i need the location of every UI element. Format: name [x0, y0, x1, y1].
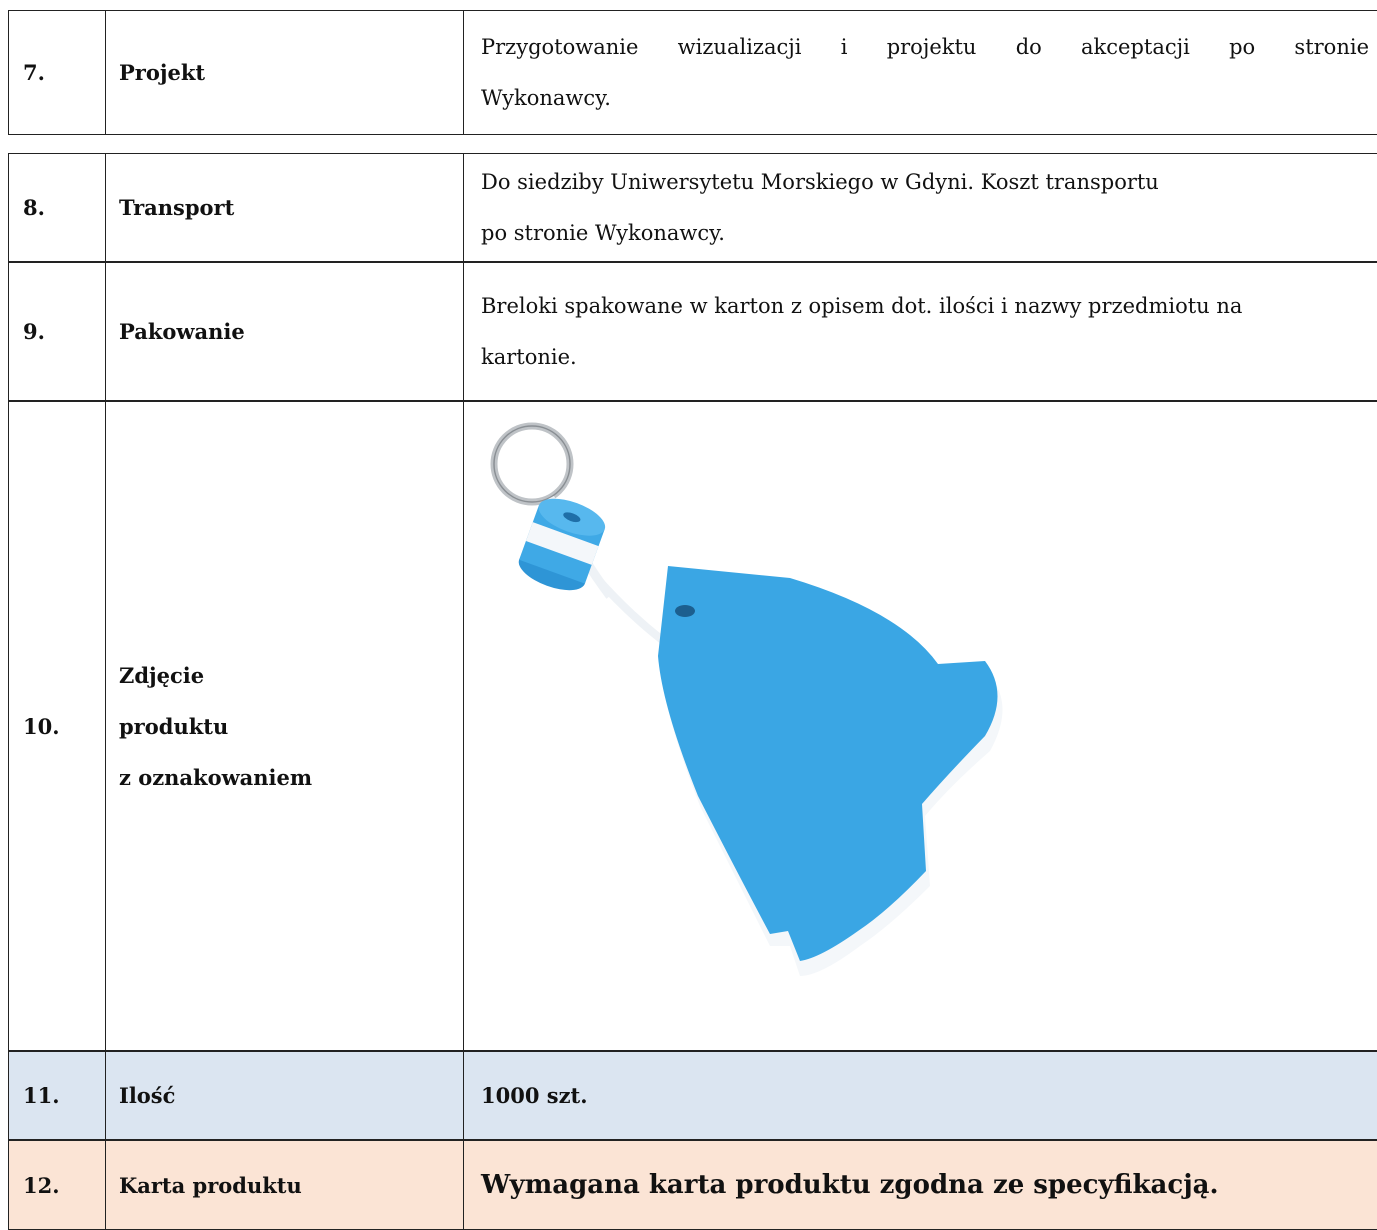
- row-description: Wymagana karta produktu zgodna ze specyf…: [481, 1169, 1219, 1200]
- table-row: 12. Karta produktu Wymagana karta produktu…: [8, 1140, 1377, 1230]
- row-label: Projekt: [119, 60, 206, 85]
- number-cell: 9.: [8, 263, 105, 400]
- row-number: 8.: [23, 195, 45, 220]
- number-cell: 12.: [8, 1141, 105, 1229]
- table-row: 11. Ilość 1000 szt.: [8, 1051, 1377, 1140]
- row-label: Ilość: [119, 1083, 176, 1108]
- row-label: Pakowanie: [119, 319, 245, 344]
- row-description: 1000 szt.: [481, 1083, 588, 1108]
- table-row: 9. Pakowanie Breloki spakowane w karton z …: [8, 262, 1377, 401]
- label-cell: Projekt: [105, 11, 463, 134]
- description-cell: [463, 402, 1377, 1050]
- label-cell: Karta produktu: [105, 1141, 463, 1229]
- description-cell: 1000 szt.: [463, 1052, 1377, 1139]
- row-description: kartonie.: [481, 344, 577, 369]
- label-cell: Pakowanie: [105, 263, 463, 400]
- row-number: 12.: [23, 1172, 60, 1198]
- number-cell: 7.: [8, 11, 105, 134]
- row-description: Przygotowanie wizualizacji i projektu do…: [481, 34, 1369, 59]
- row-number: 11.: [23, 1083, 60, 1108]
- label-cell: Transport: [105, 154, 463, 261]
- description-cell: Wymagana karta produktu zgodna ze specyf…: [463, 1141, 1377, 1229]
- row-description: po stronie Wykonawcy.: [481, 220, 725, 245]
- row-number: 10.: [23, 713, 60, 739]
- row-label: z oznakowaniem: [119, 764, 313, 790]
- description-cell: Do siedziby Uniwersytetu Morskiego w Gdy…: [463, 154, 1377, 261]
- table-row: 8. Transport Do siedziby Uniwersytetu Mors…: [8, 153, 1377, 262]
- description-cell: Przygotowanie wizualizacji i projektu do…: [463, 11, 1377, 134]
- row-description: Do siedziby Uniwersytetu Morskiego w Gdy…: [481, 169, 1159, 194]
- description-cell: Breloki spakowane w karton z opisem dot.…: [463, 263, 1377, 400]
- row-number: 7.: [23, 60, 45, 85]
- row-label: produktu: [119, 713, 229, 739]
- number-cell: 11.: [8, 1052, 105, 1139]
- label-cell: Ilość: [105, 1052, 463, 1139]
- row-number: 9.: [23, 319, 45, 344]
- row-label: Karta produktu: [119, 1172, 302, 1198]
- row-label: Zdjęcie: [119, 662, 205, 688]
- row-description: Breloki spakowane w karton z opisem dot.…: [481, 293, 1243, 318]
- number-cell: 8.: [8, 154, 105, 261]
- row-label: Transport: [119, 195, 235, 220]
- table-row: 7. Projekt Przygotowanie wizualizacji i pr…: [8, 10, 1377, 135]
- label-cell: Zdjęcie produktu z oznakowaniem: [105, 402, 463, 1050]
- product-photo: [490, 422, 1003, 976]
- number-cell: 10.: [8, 402, 105, 1050]
- row-description: Wykonawcy.: [481, 85, 611, 110]
